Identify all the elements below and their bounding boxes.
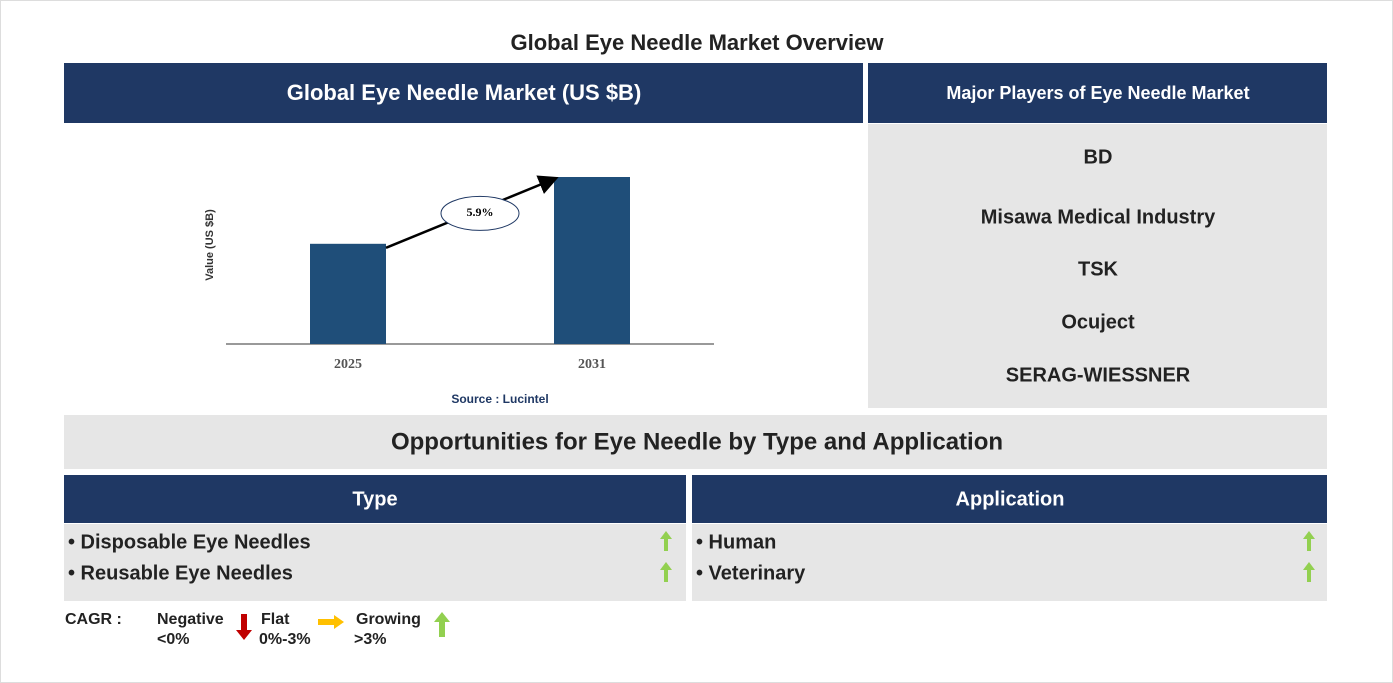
legend-flat: Flat (261, 611, 290, 628)
down-arrow (236, 614, 252, 640)
right-arrow (318, 615, 344, 629)
legend-growing-range: >3% (354, 631, 386, 648)
x-tick-label: 2025 (334, 357, 362, 372)
type-item: • Reusable Eye Needles (68, 562, 293, 584)
growth-arrow (1303, 531, 1315, 551)
legend-negative-range: <0% (157, 631, 189, 648)
cagr-label: 5.9% (467, 205, 494, 219)
chart-header (64, 63, 863, 123)
players-title: Major Players of Eye Needle Market (946, 83, 1249, 103)
player: TSK (1078, 258, 1119, 280)
players-body (868, 124, 1327, 408)
type-title: Type (352, 488, 397, 510)
application-item: • Veterinary (696, 562, 806, 584)
growth-arrow (1303, 562, 1315, 582)
page-title: Global Eye Needle Market Overview (511, 30, 885, 55)
type-body (64, 524, 686, 601)
opportunities-header (64, 415, 1327, 469)
type-header (64, 475, 686, 523)
bar (554, 177, 630, 344)
type-item: • Disposable Eye Needles (68, 531, 311, 553)
up-arrow (434, 612, 450, 637)
player: Misawa Medical Industry (981, 206, 1216, 228)
legend-flat-range: 0%-3% (259, 631, 311, 648)
legend-negative: Negative (157, 611, 224, 628)
cagr-bubble (440, 195, 520, 231)
application-body (692, 524, 1327, 601)
legend-growing: Growing (356, 611, 421, 628)
opportunities-title: Opportunities for Eye Needle by Type and… (391, 428, 1003, 455)
players-header (868, 63, 1327, 123)
bar (310, 243, 386, 344)
application-header (692, 475, 1327, 523)
source: Source : Lucintel (451, 392, 548, 406)
player: Ocuject (1061, 311, 1135, 333)
player: SERAG-WIESSNER (1006, 364, 1191, 386)
legend-label: CAGR : (65, 611, 122, 628)
application-item: • Human (696, 531, 776, 553)
application-title: Application (956, 488, 1065, 510)
y-axis-label: Value (US $B) (204, 209, 216, 281)
chart-title: Global Eye Needle Market (US $B) (287, 80, 642, 105)
growth-arrow (660, 562, 672, 582)
growth-arrow (660, 531, 672, 551)
x-tick-label: 2031 (578, 357, 606, 372)
player: BD (1084, 146, 1113, 168)
